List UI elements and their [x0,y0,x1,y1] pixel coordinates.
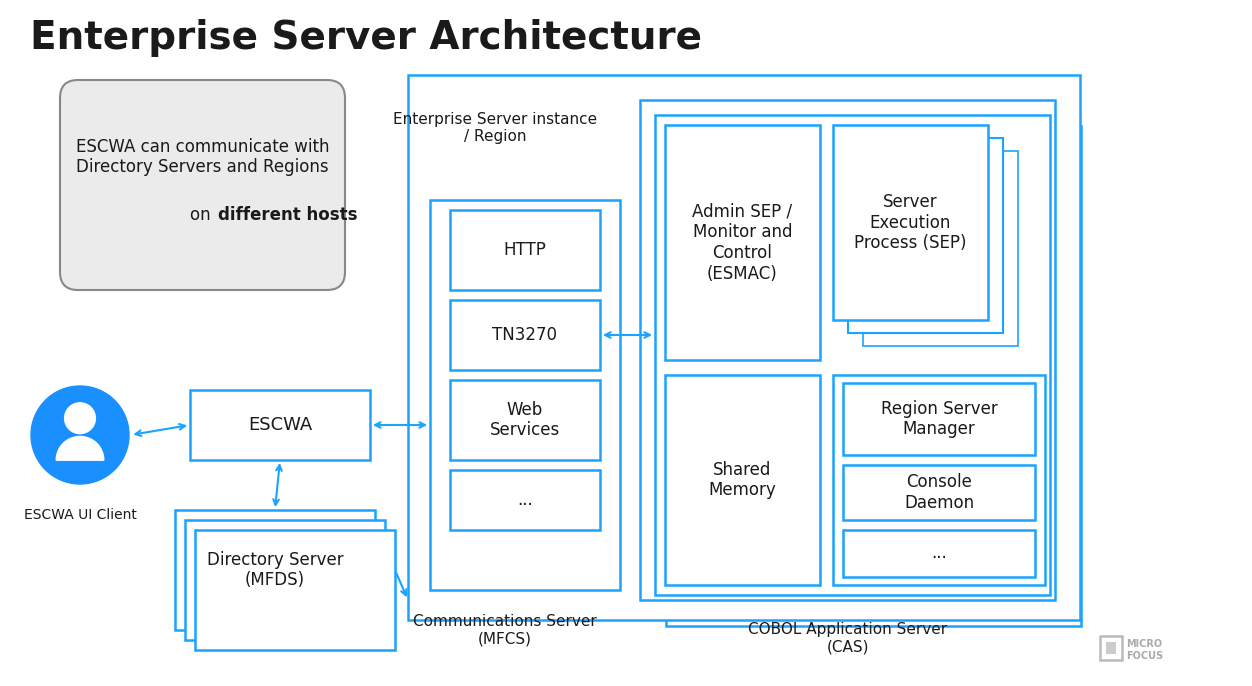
Text: Admin SEP /
Monitor and
Control
(ESMAC): Admin SEP / Monitor and Control (ESMAC) [692,202,793,283]
Text: ESCWA UI Client: ESCWA UI Client [24,508,136,522]
Text: Server
Execution
Process (SEP): Server Execution Process (SEP) [854,193,967,252]
FancyBboxPatch shape [843,530,1035,577]
FancyBboxPatch shape [449,470,600,530]
Text: TN3270: TN3270 [492,326,557,344]
Text: Communications Server
(MFCS): Communications Server (MFCS) [413,614,597,646]
FancyBboxPatch shape [60,80,346,290]
FancyBboxPatch shape [666,126,1080,626]
Text: Shared
Memory: Shared Memory [709,460,776,499]
FancyBboxPatch shape [863,151,1018,346]
Text: FOCUS: FOCUS [1126,651,1163,661]
FancyBboxPatch shape [833,125,988,320]
Text: ESCWA can communicate with
Directory Servers and Regions: ESCWA can communicate with Directory Ser… [76,138,329,176]
FancyBboxPatch shape [1106,642,1116,654]
Text: Enterprise Server instance
/ Region: Enterprise Server instance / Region [393,112,597,144]
Text: on: on [189,206,215,224]
FancyBboxPatch shape [655,115,1050,595]
Text: MICRO: MICRO [1126,639,1162,649]
FancyBboxPatch shape [640,100,1055,600]
FancyBboxPatch shape [190,390,371,460]
Text: ...: ... [931,545,947,563]
FancyBboxPatch shape [1101,636,1122,660]
Text: ...: ... [517,491,533,509]
Wedge shape [56,436,104,460]
FancyBboxPatch shape [449,300,600,370]
FancyBboxPatch shape [408,75,1080,620]
FancyBboxPatch shape [175,510,376,630]
FancyBboxPatch shape [195,530,394,650]
FancyBboxPatch shape [833,375,1045,585]
FancyBboxPatch shape [665,375,820,585]
FancyBboxPatch shape [449,210,600,290]
Text: HTTP: HTTP [503,241,546,259]
Text: Console
Daemon: Console Daemon [904,473,974,512]
FancyBboxPatch shape [185,520,386,640]
Text: ESCWA: ESCWA [248,416,312,434]
Text: Region Server
Manager: Region Server Manager [880,400,998,438]
FancyBboxPatch shape [429,200,620,590]
FancyBboxPatch shape [843,383,1035,455]
FancyBboxPatch shape [654,113,1068,613]
Text: Directory Server
(MFDS): Directory Server (MFDS) [207,551,343,589]
FancyBboxPatch shape [848,138,1003,333]
Ellipse shape [31,386,129,484]
FancyBboxPatch shape [843,465,1035,520]
Circle shape [65,403,95,434]
Text: Enterprise Server Architecture: Enterprise Server Architecture [30,19,702,57]
FancyBboxPatch shape [449,380,600,460]
Text: different hosts: different hosts [218,206,357,224]
Text: Web
Services: Web Services [490,401,560,440]
FancyBboxPatch shape [665,125,820,360]
Text: COBOL Application Server
(CAS): COBOL Application Server (CAS) [749,622,948,654]
